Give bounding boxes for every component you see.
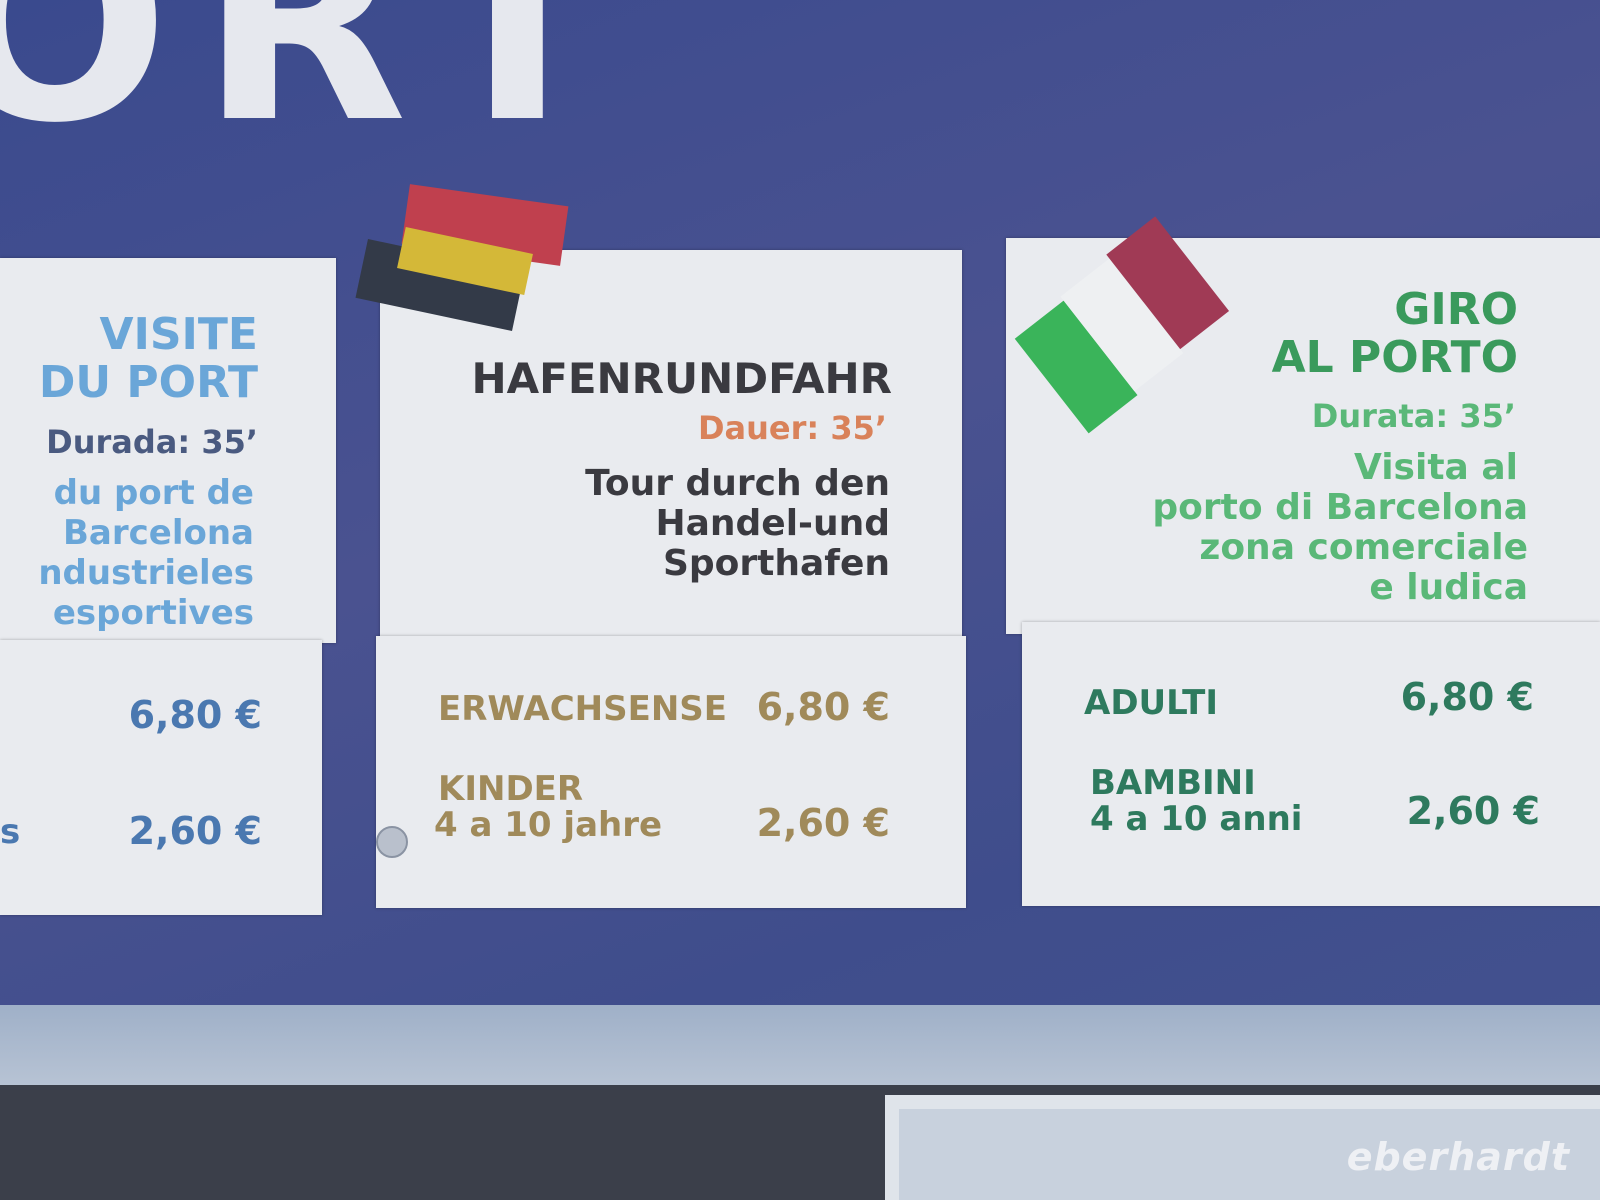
french-price-card: 6,80 € s 2,60 € (0, 640, 322, 915)
italian-child-price: 2,60 € (1406, 789, 1540, 833)
french-title-line2: DU PORT (38, 357, 258, 408)
french-desc-line: du port de (53, 473, 254, 513)
italian-adult-price: 6,80 € (1400, 675, 1534, 719)
italian-desc-line: Visita al (1353, 447, 1518, 488)
sign-bottom-rail (0, 1005, 1600, 1085)
german-duration: Dauer: 35’ (697, 409, 887, 447)
german-desc-line: Sporthafen (662, 543, 890, 584)
screw-icon (376, 826, 408, 858)
french-child-price: 2,60 € (128, 809, 262, 853)
german-desc-line: Handel-und (655, 503, 890, 544)
german-price-card: ERWACHSENSE 6,80 € KINDER 4 a 10 jahre 2… (376, 636, 966, 908)
german-adult-price: 6,80 € (756, 685, 890, 729)
german-info-card: HAFENRUNDFAHR Dauer: 35’ Tour durch den … (380, 250, 962, 642)
italian-title-line1: GIRO (1394, 284, 1518, 335)
italian-duration: Durata: 35’ (1311, 397, 1516, 435)
german-child-label: KINDER (438, 769, 584, 809)
sign-heading: ORT (0, 0, 640, 182)
italian-desc-line: zona comerciale (1199, 527, 1528, 568)
watermark-logo: eberhardt (1346, 1135, 1570, 1179)
french-info-card: VISITE DU PORT Durada: 35’ du port de Ba… (0, 258, 336, 643)
german-desc-line: Tour durch den (585, 463, 890, 504)
french-desc-line: esportives (52, 593, 254, 633)
italian-desc-line: e ludica (1369, 567, 1528, 608)
italian-adult-label: ADULTI (1084, 683, 1219, 723)
french-desc-line: Barcelona (62, 513, 254, 553)
italian-price-card: ADULTI 6,80 € BAMBINI 4 a 10 anni 2,60 € (1022, 622, 1600, 906)
french-price-label: s (0, 812, 21, 852)
italian-child-label: BAMBINI (1090, 763, 1256, 803)
french-duration: Durada: 35’ (46, 423, 258, 461)
kiosk-window-frame (885, 1095, 1600, 1200)
italian-title-line2: AL PORTO (1271, 332, 1518, 383)
german-child-price: 2,60 € (756, 801, 890, 845)
german-child-age: 4 a 10 jahre (434, 805, 663, 845)
french-desc-line: ndustrieles (38, 553, 254, 593)
german-flag-icon (355, 184, 570, 345)
german-title: HAFENRUNDFAHR (471, 354, 892, 403)
italian-child-age: 4 a 10 anni (1090, 799, 1303, 839)
french-title-line1: VISITE (99, 309, 258, 360)
german-adult-label: ERWACHSENSE (438, 689, 727, 729)
italian-desc-line: porto di Barcelona (1152, 487, 1528, 528)
french-adult-price: 6,80 € (128, 693, 262, 737)
